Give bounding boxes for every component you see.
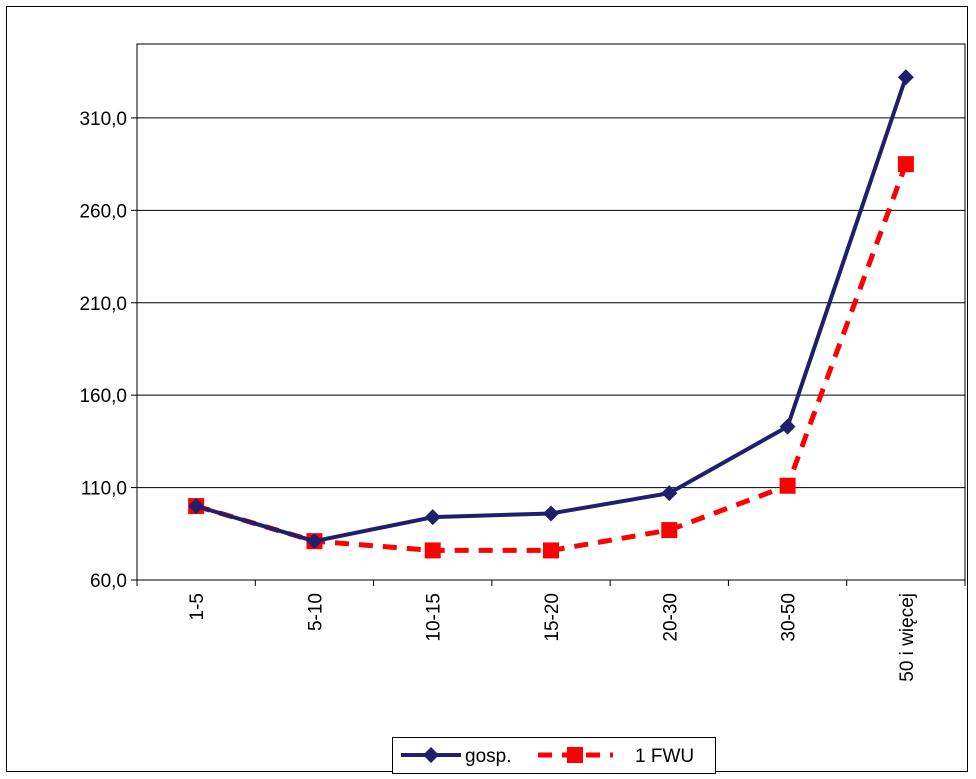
data-point-diamond: [306, 533, 323, 550]
data-point-square: [779, 477, 796, 494]
data-point-square: [424, 542, 441, 559]
series-line-gosp: [195, 76, 908, 544]
y-tick-label: 110,0: [81, 479, 127, 500]
data-point-diamond: [188, 498, 205, 515]
data-point-square: [543, 542, 559, 559]
plot-area: [136, 43, 966, 581]
chart-frame: [6, 6, 968, 772]
data-point-diamond: [779, 418, 796, 435]
x-tick-label: 15-20: [542, 593, 563, 642]
data-point-square: [897, 156, 914, 173]
data-point-diamond: [424, 509, 441, 526]
y-tick-label: 210,0: [79, 294, 127, 315]
x-tick-label: 5-10: [305, 593, 326, 631]
legend-label-gosp: gosp.: [465, 746, 511, 767]
x-tick-label: 50 i więcej: [897, 593, 918, 682]
x-tick-label: 1-5: [187, 593, 208, 620]
legend-marker-square: [567, 747, 583, 763]
x-tick-label: 30-50: [779, 593, 800, 642]
y-tick-label: 260,0: [79, 201, 127, 222]
y-tick-label: 310,0: [79, 109, 127, 130]
x-tick-label: 20-30: [660, 593, 681, 642]
data-point-diamond: [661, 485, 678, 502]
data-point-square: [661, 522, 678, 539]
legend: gosp. 1 FWU: [392, 737, 716, 774]
legend-marker-diamond: [423, 747, 439, 763]
x-tick-label: 10-15: [424, 593, 445, 642]
y-tick-label: 60,0: [90, 571, 127, 592]
legend-label-1fwu: 1 FWU: [635, 746, 694, 767]
y-tick-label: 160,0: [79, 386, 127, 407]
data-point-diamond: [897, 69, 914, 86]
data-point-diamond: [543, 505, 559, 522]
series-line-1fwu: [195, 163, 909, 553]
legend-svg: gosp. 1 FWU: [401, 746, 694, 767]
